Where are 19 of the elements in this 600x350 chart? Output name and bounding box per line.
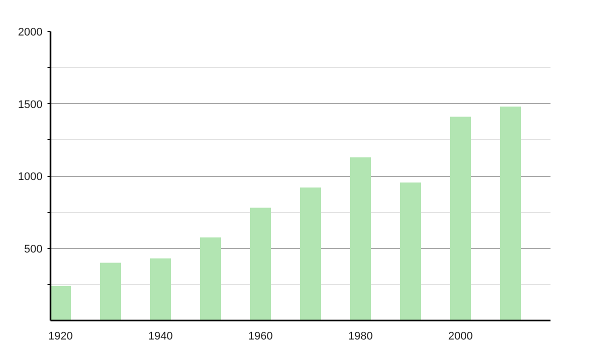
bar bbox=[200, 237, 221, 320]
x-tick-label: 1920 bbox=[48, 330, 73, 342]
bar bbox=[300, 188, 321, 320]
x-tick-label: 1940 bbox=[148, 330, 173, 342]
x-tick-label: 1980 bbox=[348, 330, 373, 342]
bar bbox=[150, 258, 171, 320]
x-tick-label: 1960 bbox=[248, 330, 273, 342]
y-tick-label: 1500 bbox=[18, 98, 43, 111]
bar bbox=[350, 157, 371, 320]
bar bbox=[450, 116, 471, 320]
bar bbox=[100, 262, 121, 320]
y-tick-label: 2000 bbox=[18, 26, 43, 38]
bar bbox=[250, 208, 271, 320]
bar bbox=[400, 182, 421, 320]
bar bbox=[500, 106, 521, 320]
x-tick-label: 2000 bbox=[448, 330, 473, 342]
bar bbox=[50, 286, 71, 320]
y-tick-label: 1000 bbox=[18, 171, 43, 183]
y-tick-label: 500 bbox=[24, 243, 43, 256]
